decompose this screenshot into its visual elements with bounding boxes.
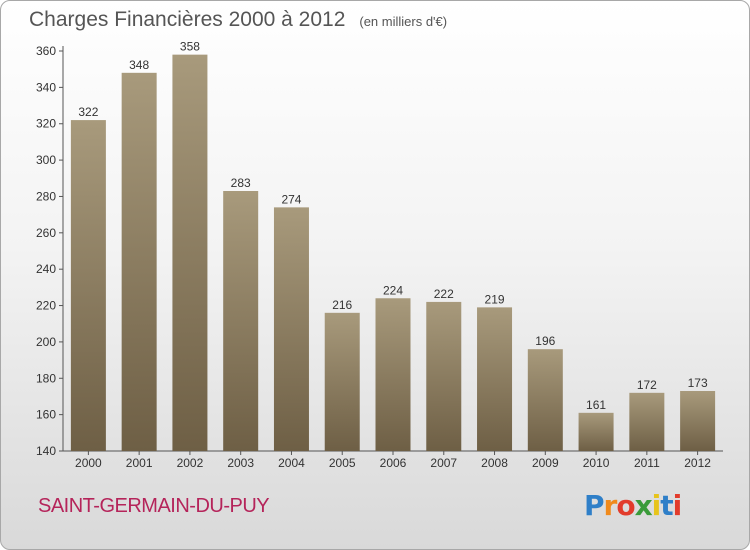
x-tick-label: 2005 (329, 456, 356, 470)
data-label: 222 (434, 287, 454, 301)
bar (172, 54, 208, 452)
y-tick-label: 300 (36, 153, 56, 167)
bars (70, 54, 716, 452)
y-tick-label: 240 (36, 262, 56, 276)
y-tick-label: 220 (36, 299, 56, 313)
bar (121, 72, 157, 452)
bar (477, 307, 513, 451)
proxiti-logo: Proxiti (584, 489, 683, 522)
y-axis: 140 160 180 200 220 240 260 280 300 320 340 360 (36, 44, 64, 458)
bar (426, 301, 462, 451)
y-tick-label: 320 (36, 117, 56, 131)
logo-letter: i (672, 489, 683, 522)
logo-letter: x (634, 489, 653, 522)
data-label: 224 (383, 283, 403, 297)
bar (527, 349, 563, 451)
chart-title-text: Charges Financières 2000 à 2012 (29, 8, 346, 31)
data-label: 172 (637, 378, 657, 392)
logo-letter: P (584, 489, 605, 522)
bar (629, 392, 665, 451)
data-label: 358 (180, 40, 200, 54)
data-label: 216 (332, 298, 352, 312)
chart-subtitle: (en milliers d'€) (359, 14, 448, 29)
y-tick-label: 200 (36, 335, 56, 349)
bar (680, 391, 716, 451)
place-name: SAINT-GERMAIN-DU-PUY (38, 495, 270, 517)
y-tick-label: 160 (36, 408, 56, 422)
x-tick-label: 2004 (278, 456, 305, 470)
y-tick-label: 140 (36, 444, 56, 458)
y-tick-label: 260 (36, 226, 56, 240)
chart-title: Charges Financières 2000 à 2012 (en milli… (29, 8, 447, 32)
x-tick-label: 2012 (684, 456, 711, 470)
bar (70, 120, 106, 451)
y-tick-label: 280 (36, 189, 56, 203)
logo-letter: o (616, 489, 635, 522)
logo-letter: t (660, 489, 673, 522)
bar (578, 412, 614, 451)
x-tick-label: 2008 (481, 456, 508, 470)
x-tick-label: 2001 (126, 456, 153, 470)
data-label: 196 (535, 334, 555, 348)
data-label: 274 (281, 192, 301, 206)
x-tick-label: 2003 (227, 456, 254, 470)
data-label: 283 (231, 176, 251, 190)
x-tick-label: 2010 (583, 456, 610, 470)
x-tick-label: 2011 (634, 456, 660, 470)
value-labels: 322 348 358 283 274 216 224 222 219 196 161 172 173 (78, 40, 708, 412)
x-tick-label: 2007 (430, 456, 457, 470)
x-axis: 2000 2001 2002 2003 2004 2005 2006 2007 2008 2009… (63, 450, 723, 470)
data-label: 161 (586, 398, 606, 412)
y-tick-label: 360 (36, 44, 56, 58)
x-tick-label: 2009 (532, 456, 559, 470)
data-label: 322 (78, 105, 98, 119)
x-tick-label: 2006 (380, 456, 407, 470)
bar (273, 207, 309, 451)
bar (324, 312, 360, 451)
logo-letter: r (603, 489, 618, 522)
data-label: 173 (688, 376, 708, 390)
bar (223, 191, 259, 451)
data-label: 348 (129, 58, 149, 72)
logo-letter: i (651, 489, 662, 522)
data-label: 219 (485, 292, 505, 306)
x-tick-label: 2002 (177, 456, 204, 470)
bar (375, 298, 411, 451)
x-tick-label: 2000 (75, 456, 102, 470)
y-tick-label: 340 (36, 80, 56, 94)
y-tick-label: 180 (36, 371, 56, 385)
